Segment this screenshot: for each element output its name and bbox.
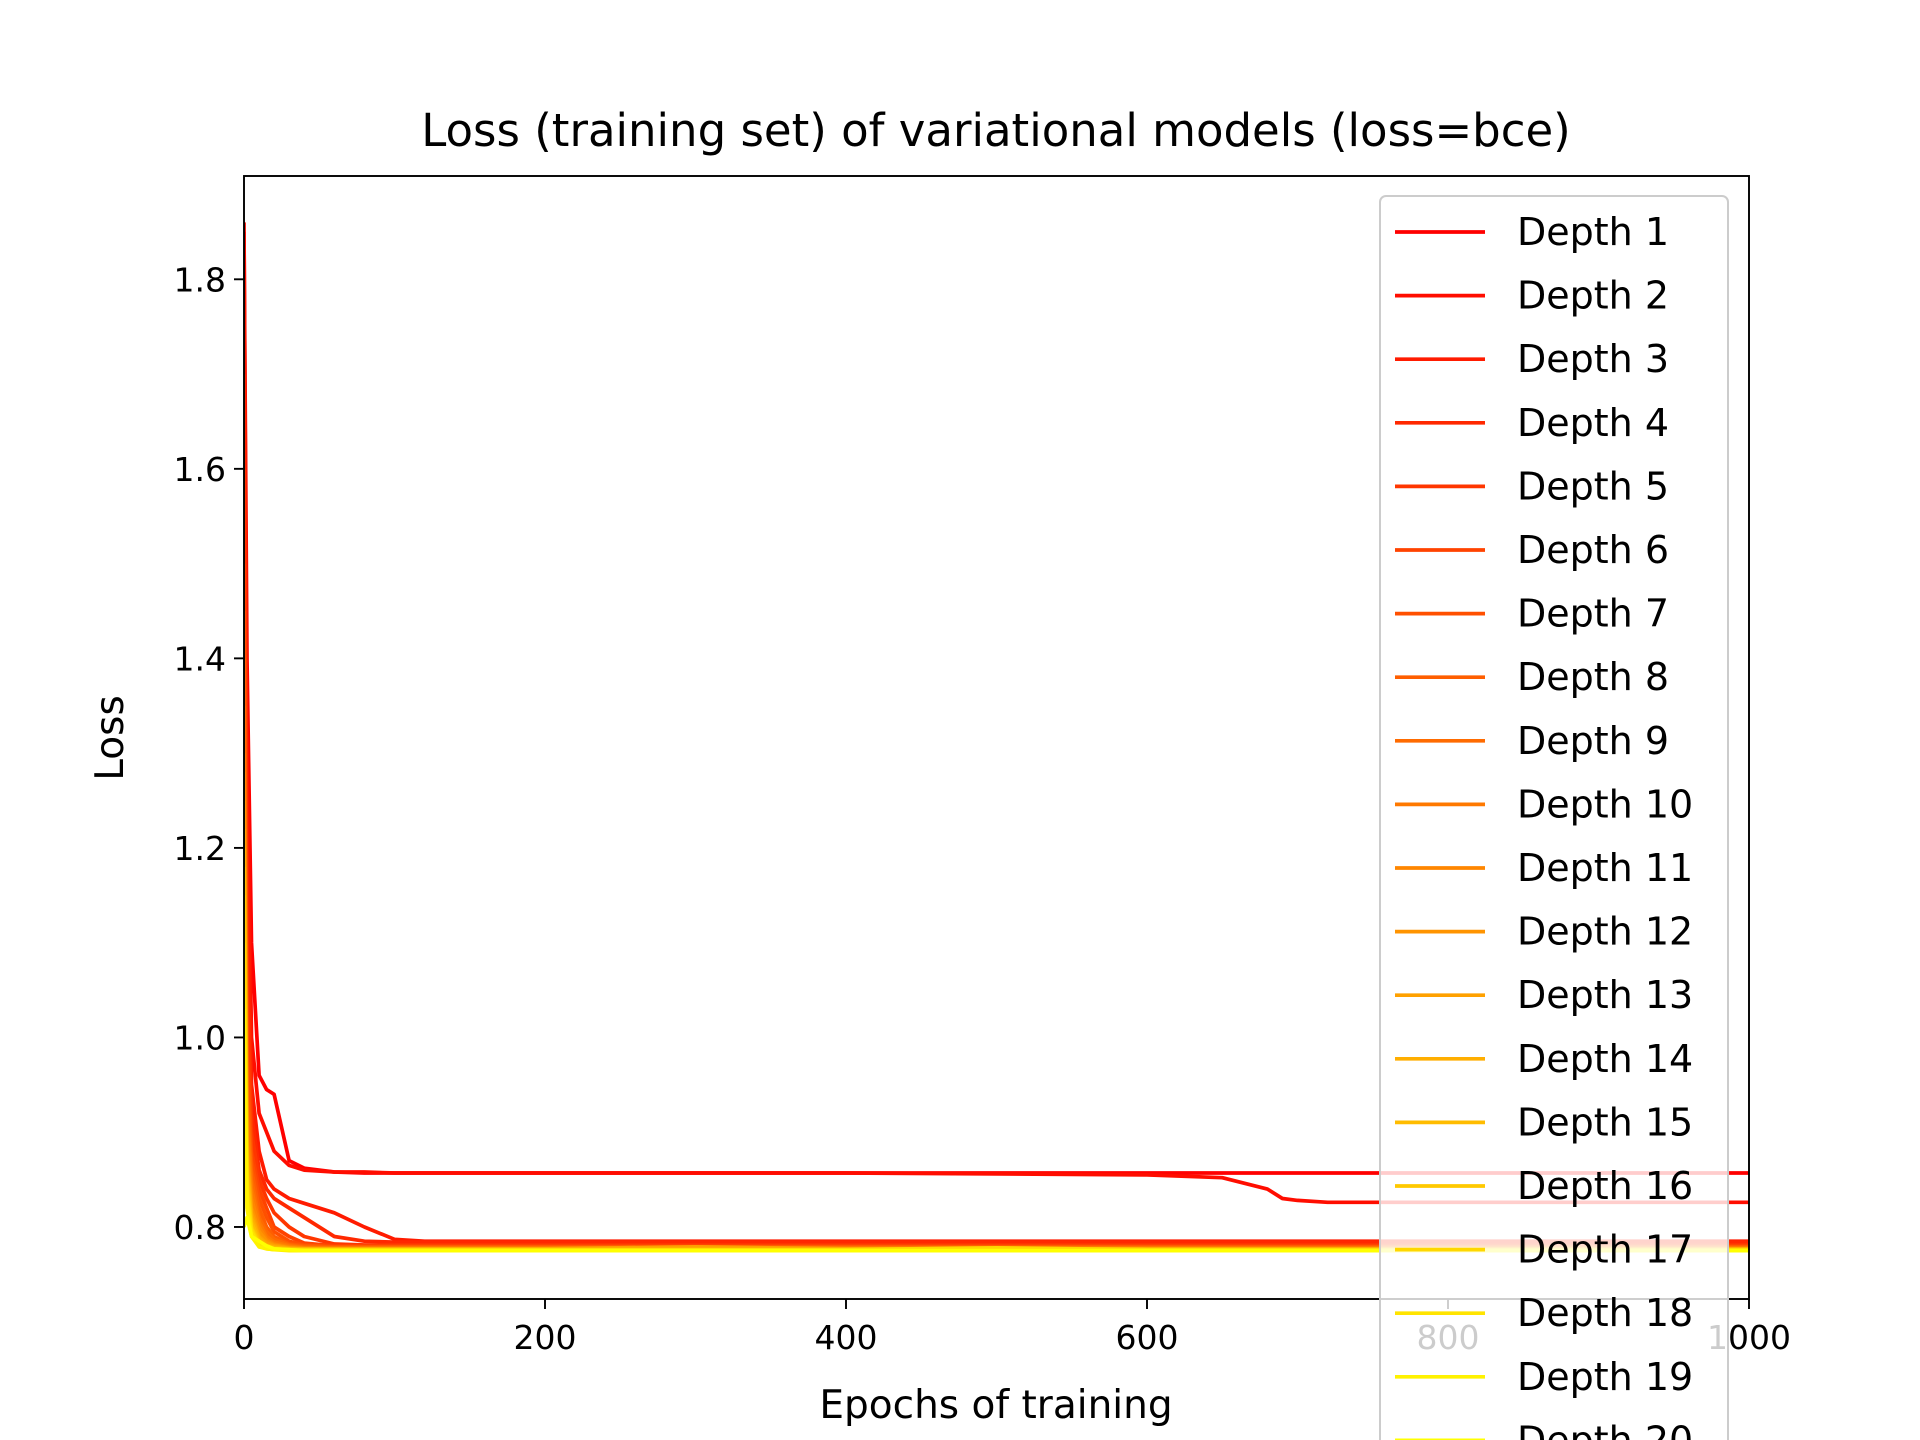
- legend-label: Depth 16: [1517, 1164, 1693, 1208]
- y-tick-label: 1.4: [174, 639, 226, 678]
- y-tick-label: 1.2: [174, 829, 226, 868]
- legend-box: [1379, 195, 1729, 1440]
- legend-label: Depth 10: [1517, 782, 1693, 826]
- legend-label: Depth 18: [1517, 1291, 1693, 1335]
- x-tick-label: 200: [514, 1318, 577, 1357]
- legend-label: Depth 19: [1517, 1355, 1693, 1399]
- y-axis-label: Loss: [88, 695, 133, 781]
- legend-label: Depth 6: [1517, 528, 1669, 572]
- legend-label: Depth 2: [1517, 274, 1669, 318]
- legend-label: Depth 17: [1517, 1228, 1693, 1272]
- legend-label: Depth 3: [1517, 337, 1669, 381]
- x-axis-label: Epochs of training: [819, 1383, 1172, 1428]
- legend-label: Depth 4: [1517, 401, 1669, 445]
- line: [244, 222, 1749, 1205]
- legend-label: Depth 12: [1517, 910, 1693, 954]
- y-tick-label: 1.0: [174, 1018, 226, 1057]
- legend-label: Depth 20: [1517, 1418, 1693, 1440]
- legend-label: Depth 1: [1517, 210, 1669, 254]
- line: [244, 374, 1749, 1244]
- legend-label: Depth 15: [1517, 1100, 1693, 1144]
- legend-label: Depth 9: [1517, 719, 1669, 763]
- y-tick-label: 1.8: [174, 260, 226, 299]
- y-tick-label: 0.8: [174, 1208, 226, 1247]
- x-tick-label: 400: [815, 1318, 878, 1357]
- line: [244, 1215, 1749, 1253]
- legend-label: Depth 8: [1517, 655, 1669, 699]
- legend-label: Depth 11: [1517, 846, 1693, 890]
- legend-label: Depth 5: [1517, 464, 1669, 508]
- x-tick-label: 600: [1116, 1318, 1179, 1357]
- y-tick-label: 1.6: [174, 450, 226, 489]
- legend-label: Depth 7: [1517, 592, 1669, 636]
- x-tick-label: 0: [234, 1318, 255, 1357]
- axes-frame: [243, 175, 1750, 1300]
- legend-label: Depth 13: [1517, 973, 1693, 1017]
- legend-label: Depth 14: [1517, 1037, 1693, 1081]
- chart-title: Loss (training set) of variational model…: [421, 104, 1570, 157]
